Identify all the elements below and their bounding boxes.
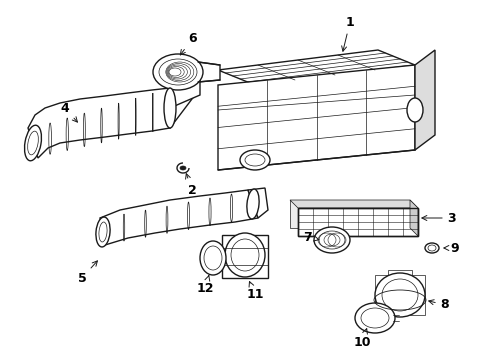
Polygon shape <box>410 275 425 315</box>
Text: 5: 5 <box>77 261 98 284</box>
Polygon shape <box>290 200 410 228</box>
Ellipse shape <box>240 150 270 170</box>
Text: 11: 11 <box>246 282 264 302</box>
Polygon shape <box>375 275 390 315</box>
Ellipse shape <box>164 88 176 128</box>
Polygon shape <box>290 200 418 208</box>
Text: 10: 10 <box>353 329 371 348</box>
Polygon shape <box>415 50 435 150</box>
Polygon shape <box>170 80 200 108</box>
Ellipse shape <box>200 241 226 275</box>
Ellipse shape <box>382 279 418 311</box>
Ellipse shape <box>225 233 265 277</box>
Polygon shape <box>218 65 415 170</box>
Text: 1: 1 <box>342 15 354 51</box>
Ellipse shape <box>99 222 107 242</box>
Polygon shape <box>28 88 170 158</box>
Ellipse shape <box>96 217 110 247</box>
Polygon shape <box>170 82 195 128</box>
Ellipse shape <box>361 308 389 328</box>
Polygon shape <box>298 208 418 236</box>
Ellipse shape <box>27 131 38 155</box>
Ellipse shape <box>24 125 42 161</box>
Polygon shape <box>100 190 258 245</box>
Ellipse shape <box>204 246 222 270</box>
Ellipse shape <box>355 303 395 333</box>
Text: 6: 6 <box>180 32 197 55</box>
Polygon shape <box>222 235 268 278</box>
Ellipse shape <box>247 189 259 219</box>
Polygon shape <box>388 270 412 280</box>
Ellipse shape <box>153 54 203 90</box>
Text: 12: 12 <box>196 276 214 294</box>
Ellipse shape <box>314 227 350 253</box>
Ellipse shape <box>407 98 423 122</box>
Ellipse shape <box>319 231 345 249</box>
Text: 4: 4 <box>61 102 77 122</box>
Text: 9: 9 <box>444 242 459 255</box>
Text: 2: 2 <box>186 174 196 197</box>
Ellipse shape <box>159 59 197 85</box>
Ellipse shape <box>428 245 436 251</box>
Text: 3: 3 <box>422 212 456 225</box>
Text: 8: 8 <box>429 298 449 311</box>
Polygon shape <box>218 50 415 85</box>
Polygon shape <box>248 188 268 218</box>
Ellipse shape <box>425 243 439 253</box>
Ellipse shape <box>180 166 186 170</box>
Ellipse shape <box>231 239 259 271</box>
Polygon shape <box>410 200 418 236</box>
Text: 7: 7 <box>304 230 319 243</box>
Ellipse shape <box>375 273 425 317</box>
Polygon shape <box>198 62 220 82</box>
Ellipse shape <box>245 154 265 166</box>
